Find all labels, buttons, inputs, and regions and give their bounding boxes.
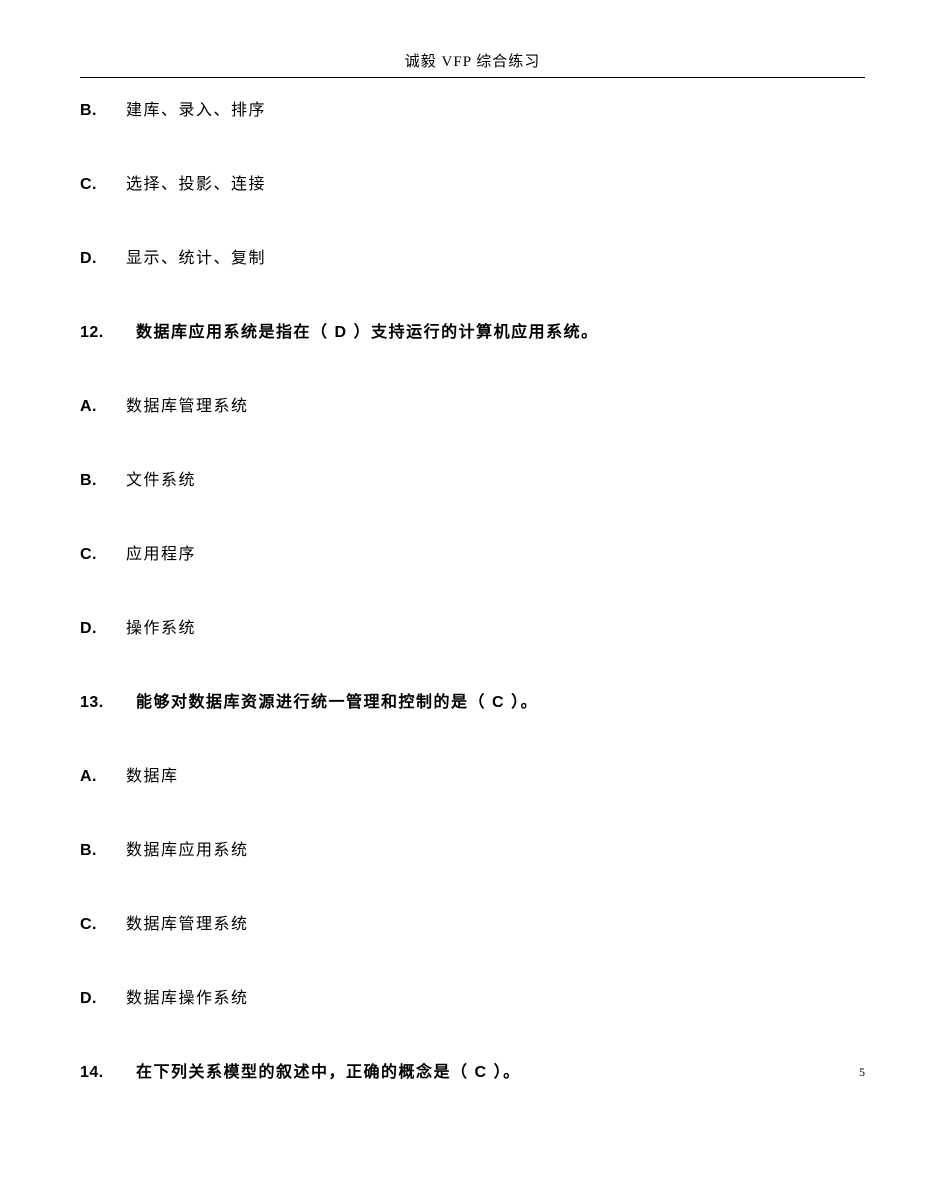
option-text: 文件系统 [126,466,196,490]
option-row: C.数据库管理系统 [80,910,865,934]
question-answer: C [469,1064,494,1081]
document-page: 诚毅 VFP 综合练习 B.建库、录入、排序C.选择、投影、连接D.显示、统计、… [0,0,945,1182]
question-number: 12. [80,324,136,342]
question-answer: D [329,324,354,341]
question-prefix: 数据库应用系统是指在（ [136,324,329,341]
content-area: B.建库、录入、排序C.选择、投影、连接D.显示、统计、复制12.数据库应用系统… [80,96,865,1082]
option-text: 数据库应用系统 [126,836,249,860]
option-text: 数据库管理系统 [126,910,249,934]
question-row: 12.数据库应用系统是指在（D）支持运行的计算机应用系统。 [80,318,865,342]
option-row: C.选择、投影、连接 [80,170,865,194]
option-letter: D. [80,620,126,638]
option-letter: C. [80,546,126,564]
question-prefix: 在下列关系模型的叙述中，正确的概念是（ [136,1064,469,1081]
option-text: 显示、统计、复制 [126,244,266,268]
question-text: 在下列关系模型的叙述中，正确的概念是（C）。 [136,1058,521,1082]
option-row: D.操作系统 [80,614,865,638]
question-number: 14. [80,1064,136,1082]
question-answer: C [486,694,511,711]
option-text: 数据库操作系统 [126,984,249,1008]
option-row: A.数据库管理系统 [80,392,865,416]
option-row: C.应用程序 [80,540,865,564]
option-letter: B. [80,472,126,490]
page-header: 诚毅 VFP 综合练习 [80,50,865,78]
option-row: D.显示、统计、复制 [80,244,865,268]
question-suffix: ）。 [494,1064,521,1081]
question-text: 数据库应用系统是指在（D）支持运行的计算机应用系统。 [136,318,599,342]
option-row: A.数据库 [80,762,865,786]
question-prefix: 能够对数据库资源进行统一管理和控制的是（ [136,694,486,711]
option-letter: B. [80,842,126,860]
option-letter: A. [80,398,126,416]
option-letter: D. [80,250,126,268]
option-row: D.数据库操作系统 [80,984,865,1008]
question-text: 能够对数据库资源进行统一管理和控制的是（C）。 [136,688,538,712]
option-letter: D. [80,990,126,1008]
option-letter: A. [80,768,126,786]
option-row: B.文件系统 [80,466,865,490]
option-text: 操作系统 [126,614,196,638]
option-text: 数据库管理系统 [126,392,249,416]
option-row: B.建库、录入、排序 [80,96,865,120]
question-suffix: ）支持运行的计算机应用系统。 [354,324,599,341]
option-text: 选择、投影、连接 [126,170,266,194]
option-text: 建库、录入、排序 [126,96,266,120]
question-row: 13.能够对数据库资源进行统一管理和控制的是（C）。 [80,688,865,712]
option-text: 数据库 [126,762,179,786]
question-suffix: ）。 [511,694,538,711]
option-letter: C. [80,916,126,934]
option-letter: C. [80,176,126,194]
option-text: 应用程序 [126,540,196,564]
page-number: 5 [859,1065,865,1080]
question-row: 14.在下列关系模型的叙述中，正确的概念是（C）。 [80,1058,865,1082]
option-row: B.数据库应用系统 [80,836,865,860]
option-letter: B. [80,102,126,120]
question-number: 13. [80,694,136,712]
